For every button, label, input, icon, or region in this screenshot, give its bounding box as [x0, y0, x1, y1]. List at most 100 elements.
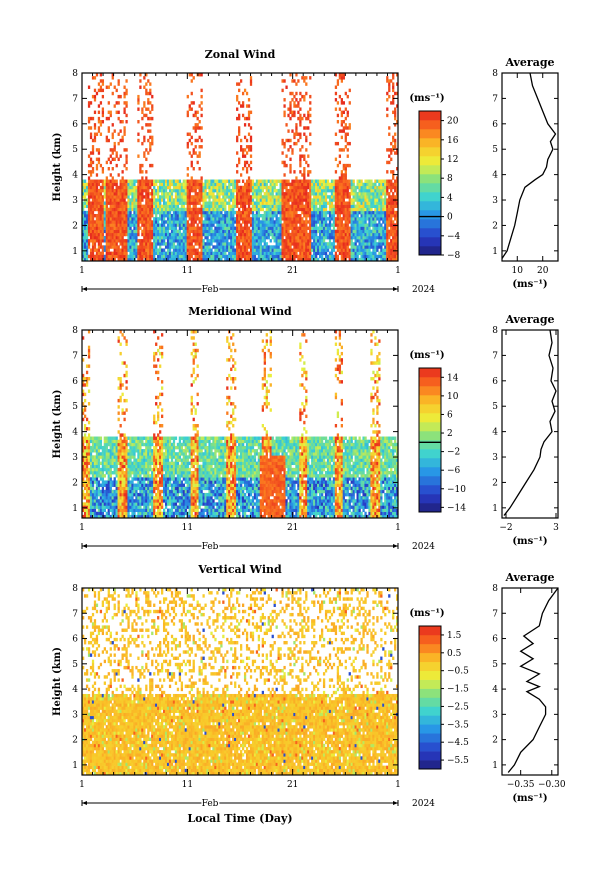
heatmap-cell [118, 189, 120, 192]
heatmap-cell [191, 236, 193, 239]
heatmap-cell [384, 227, 386, 230]
heatmap-cell [242, 195, 244, 198]
heatmap-cell [242, 151, 244, 154]
heatmap-cell [242, 186, 244, 189]
heatmap-cell [127, 239, 129, 242]
heatmap-cell [118, 186, 120, 189]
heatmap-cell [234, 233, 236, 236]
heatmap-cell [232, 205, 234, 208]
heatmap-cell [370, 208, 372, 211]
heatmap-cell [276, 223, 278, 226]
heatmap-cell [139, 217, 141, 220]
heatmap-cell [278, 233, 280, 236]
heatmap-cell [280, 239, 282, 242]
heatmap-cell [305, 148, 307, 151]
heatmap-cell [357, 195, 359, 198]
heatmap-cell [236, 136, 238, 139]
heatmap-cell [195, 198, 197, 201]
heatmap-cell [98, 468, 100, 471]
heatmap-cell [353, 252, 355, 255]
heatmap-cell [370, 236, 372, 239]
heatmap-cell [283, 217, 285, 220]
heatmap-cell [323, 236, 325, 239]
heatmap-cell [372, 245, 374, 248]
heatmap-cell [268, 180, 270, 183]
heatmap-cell [289, 223, 291, 226]
heatmap-cell [197, 192, 199, 195]
heatmap-cell [283, 192, 285, 195]
heatmap-cell [311, 189, 313, 192]
heatmap-cell [264, 236, 266, 239]
heatmap-cell [161, 242, 163, 245]
heatmap-cell [299, 230, 301, 233]
heatmap-cell [206, 183, 208, 186]
heatmap-cell [297, 133, 299, 136]
heatmap-cell [248, 133, 250, 136]
average-y-tick-label: 2 [492, 221, 498, 231]
heatmap-cell [293, 208, 295, 211]
heatmap-cell [244, 201, 246, 204]
heatmap-cell [157, 195, 159, 198]
heatmap-cell [98, 198, 100, 201]
heatmap-cell [305, 211, 307, 214]
heatmap-cell [202, 183, 204, 186]
heatmap-cell [157, 255, 159, 258]
heatmap-cell [191, 154, 193, 157]
heatmap-cell [183, 242, 185, 245]
heatmap-cell [157, 189, 159, 192]
heatmap-cell [90, 158, 92, 161]
heatmap-cell [272, 236, 274, 239]
average-y-tick-label: 3 [492, 196, 498, 206]
heatmap-cell [147, 245, 149, 248]
heatmap-cell [274, 223, 276, 226]
heatmap-cell [388, 214, 390, 217]
heatmap-cell [240, 201, 242, 204]
heatmap-cell [116, 195, 118, 198]
heatmap-cell [112, 92, 114, 95]
heatmap-cell [230, 233, 232, 236]
heatmap-cell [240, 79, 242, 82]
heatmap-cell [252, 205, 254, 208]
heatmap-cell [220, 248, 222, 251]
heatmap-cell [201, 126, 203, 129]
heatmap-cell [376, 230, 378, 233]
heatmap-cell [193, 201, 195, 204]
heatmap-cell [108, 111, 110, 114]
heatmap-cell [92, 148, 94, 151]
heatmap-cell [246, 198, 248, 201]
heatmap-cell [268, 205, 270, 208]
heatmap-cell [343, 211, 345, 214]
heatmap-cell [339, 233, 341, 236]
heatmap-cell [102, 248, 104, 251]
heatmap-cell [120, 211, 122, 214]
heatmap-cell [258, 245, 260, 248]
heatmap-cell [295, 180, 297, 183]
heatmap-cell [218, 195, 220, 198]
heatmap-cell [289, 189, 291, 192]
heatmap-cell [141, 248, 143, 251]
heatmap-cell [202, 211, 204, 214]
heatmap-cell [141, 214, 143, 217]
heatmap-cell [392, 227, 394, 230]
heatmap-cell [86, 502, 88, 505]
heatmap-cell [147, 220, 149, 223]
heatmap-cell [388, 242, 390, 245]
heatmap-cell [331, 252, 333, 255]
heatmap-cell [337, 82, 339, 85]
heatmap-cell [224, 248, 226, 251]
heatmap-cell [297, 239, 299, 242]
heatmap-cell [220, 192, 222, 195]
heatmap-cell [232, 223, 234, 226]
heatmap-cell [303, 220, 305, 223]
heatmap-cell [333, 248, 335, 251]
heatmap-cell [191, 248, 193, 251]
heatmap-cell [359, 205, 361, 208]
heatmap-cell [281, 211, 283, 214]
heatmap-cell [179, 195, 181, 198]
heatmap-cell [218, 233, 220, 236]
heatmap-cell [347, 189, 349, 192]
heatmap-cell [301, 255, 303, 258]
heatmap-cell [147, 195, 149, 198]
heatmap-cell [321, 233, 323, 236]
heatmap-cell [301, 192, 303, 195]
